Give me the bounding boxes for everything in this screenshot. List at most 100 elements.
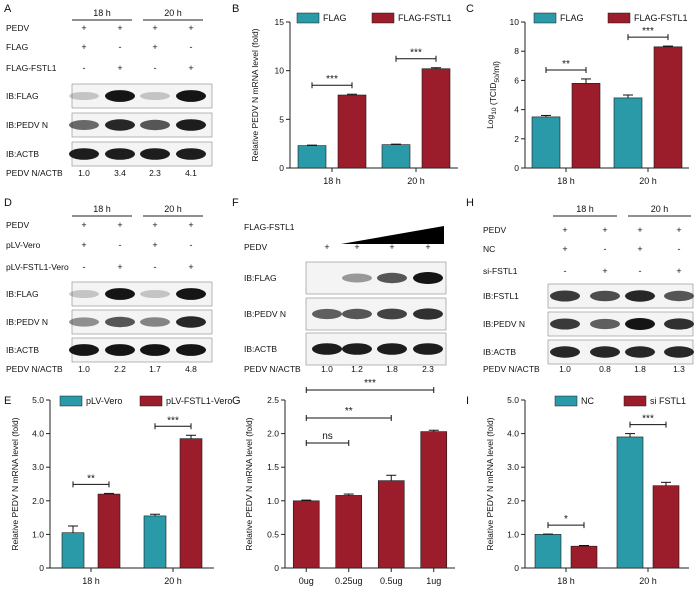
lane-mark: + [562,225,567,235]
time-label: 18 h [576,204,594,214]
bar [613,97,643,169]
lane-mark: - [190,240,193,250]
blot-band [105,288,135,300]
bar [292,500,320,569]
lane-mark: - [564,266,567,276]
legend-label: FLAG-FSTL1 [398,13,452,23]
legend-swatch [296,12,320,24]
lane-mark: - [83,262,86,272]
ratio-value: 1.7 [149,364,161,374]
blot-band [377,308,407,320]
y-tick-label: 8 [514,46,519,56]
blot-band [140,344,170,356]
y-tick-label: 2.5 [267,395,279,405]
blot-band [69,91,99,101]
legend-swatch [554,395,578,407]
lane-mark: + [637,244,642,254]
lane-mark: + [117,23,122,33]
significance-mark: *** [642,26,654,37]
lane-mark: - [119,42,122,52]
condition-label: NC [483,244,495,254]
blot-band [69,148,99,160]
blot-label: IB:FLAG [6,289,39,299]
significance-mark: *** [410,48,422,59]
blot-band [105,148,135,160]
lane-mark: + [81,220,86,230]
blot-band [105,344,135,356]
bar [337,94,367,169]
lane-mark: + [152,42,157,52]
y-axis-label: Relative PEDV N mRNA level (fold) [244,417,254,550]
bar [297,145,327,169]
blot-band [69,344,99,356]
ratio-value: 1.2 [351,364,363,374]
lane-mark: - [119,240,122,250]
ratio-value: 3.4 [114,168,126,178]
blot-label: IB:ACTB [6,345,39,355]
bar [97,493,121,569]
blot-band [176,148,206,160]
time-label: 18 h [93,204,111,214]
lane-mark: + [188,220,193,230]
blot-band [342,308,372,320]
lane-mark: + [188,262,193,272]
lane-mark: + [188,23,193,33]
bar [531,116,561,169]
y-tick-label: 0 [274,563,279,573]
legend-label: si FSTL1 [650,396,686,406]
ratio-value: 0.8 [599,364,611,374]
panel-letter: F [232,197,239,209]
lane-mark: + [676,266,681,276]
blot-band [140,148,170,160]
blot-band [105,119,135,131]
panel-letter: G [232,395,241,407]
blot-band [140,317,170,327]
blot-band [413,308,443,320]
y-tick-label: 0.5 [267,529,279,539]
significance-mark: *** [642,414,654,425]
blot-label: IB:FLAG [6,91,39,101]
lane-mark: + [188,63,193,73]
lane-mark: - [678,244,681,254]
lane-mark: + [602,225,607,235]
bar [420,431,448,569]
legend-label: FLAG-FSTL1 [634,13,688,23]
legend-swatch [623,395,647,407]
blot-label: IB:PEDV N [6,120,48,130]
ratio-value: 2.3 [422,364,434,374]
significance-mark: *** [364,378,376,389]
lane-mark: - [604,244,607,254]
x-tick-label: 18 h [323,176,341,186]
significance-mark: ns [322,431,333,442]
ratio-value: 1.0 [559,364,571,374]
x-tick-label: 20 h [639,176,657,186]
y-tick-label: 2 [514,134,519,144]
lane-mark: + [152,23,157,33]
significance-mark: *** [167,415,179,426]
lane-mark: + [676,225,681,235]
condition-label: PEDV [6,23,29,33]
condition-label: pLV-FSTL1-Vero [6,262,69,272]
legend-swatch [607,12,631,24]
chart-panel-E: E 0 1.0 2.0 3.0 4.0 5.0 Relative PEDV N mRNA le… [4,395,232,586]
blot-band [625,318,655,330]
lane-mark: + [117,63,122,73]
ratio-label: PEDV N/ACTB [483,364,540,374]
lane-mark: + [81,42,86,52]
blot-band [342,343,372,355]
blot-band [550,346,580,358]
ratio-value: 4.8 [185,364,197,374]
y-axis-label: Relative PEDV N mRNA level (fold) [250,28,260,161]
lane-mark: - [639,266,642,276]
ratio-value: 2.2 [114,364,126,374]
ratio-value: 4.1 [185,168,197,178]
lane-mark: + [425,242,430,252]
lane-mark: + [81,23,86,33]
blot-panel-D: D 18 h 20 h PEDV + + + + pLV-Vero + - + - pLV-FSTL1-V… [4,197,213,374]
blot-panel-F: F FLAG-FSTL1 PEDV + + + + IB:FLAG IB:PEDV N IB:AC… [232,197,447,374]
ratio-value: 1.0 [78,168,90,178]
y-tick-label: 1.0 [32,529,44,539]
x-tick-label: 18 h [557,576,575,586]
blot-label: IB:PEDV N [483,319,525,329]
blot-band [140,119,170,131]
